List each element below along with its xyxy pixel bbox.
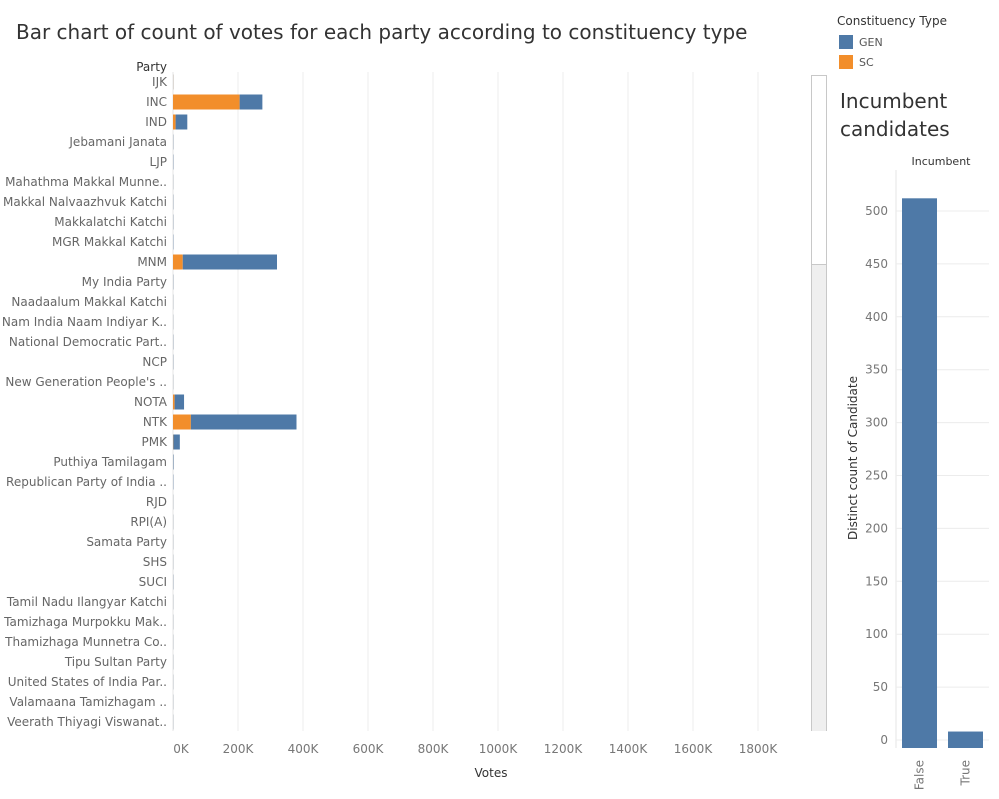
bar-segment-gen	[173, 434, 180, 450]
legend-label-gen: GEN	[859, 35, 883, 49]
side-y-tick-label: 300	[865, 416, 888, 430]
category-label: Tamil Nadu Ilangyar Katchi	[6, 595, 167, 609]
category-label: Samata Party	[86, 535, 167, 549]
side-y-tick-label: 200	[865, 521, 888, 535]
bar-segment-gen	[239, 94, 263, 110]
category-label: United States of India Par..	[8, 675, 167, 689]
legend-swatch-gen	[839, 35, 853, 49]
x-tick-label: 1800K	[739, 742, 779, 756]
category-label: Thamizhaga Munnetra Co..	[4, 635, 167, 649]
category-label: RPI(A)	[130, 515, 167, 529]
bar-segment-sc	[173, 394, 175, 410]
bar-segment-sc	[173, 114, 176, 130]
side-bar-false	[902, 198, 937, 748]
side-y-tick-label: 0	[880, 733, 888, 747]
category-label: National Democratic Part..	[9, 335, 167, 349]
side-y-tick-label: 150	[865, 574, 888, 588]
x-tick-label: 1000K	[479, 742, 519, 756]
category-label: Veerath Thiyagi Viswanat..	[7, 715, 167, 729]
side-y-tick-label: 450	[865, 257, 888, 271]
x-tick-label: 1400K	[609, 742, 649, 756]
x-tick-label: 800K	[418, 742, 450, 756]
category-label: PMK	[142, 435, 169, 449]
category-label: Mahathma Makkal Munne..	[5, 175, 167, 189]
category-label: MNM	[137, 255, 167, 269]
legend-item-gen[interactable]: GEN	[837, 32, 947, 52]
bar-segment-gen	[175, 114, 188, 130]
chart-title: Bar chart of count of votes for each par…	[16, 20, 748, 44]
side-x-tick-label: True	[959, 760, 973, 787]
category-label: My India Party	[82, 275, 167, 289]
category-label: RJD	[146, 495, 167, 509]
category-label: SUCI	[139, 575, 167, 589]
category-label: NCP	[142, 355, 167, 369]
bar-segment-gen	[174, 394, 185, 410]
side-chart-title: Incumbent candidates	[840, 89, 950, 141]
category-label: Jebamani Janata	[68, 135, 167, 149]
category-label: NTK	[143, 415, 168, 429]
bar-segment-sc	[173, 254, 183, 270]
x-tick-label: 1200K	[544, 742, 584, 756]
x-tick-label: 0K	[173, 742, 190, 756]
category-label: Tamizhaga Murpokku Mak..	[3, 615, 167, 629]
category-label: LJP	[150, 155, 167, 169]
side-bar-true	[948, 731, 983, 748]
bar-segment-gen	[182, 254, 277, 270]
scrollbar-track[interactable]	[812, 264, 826, 731]
side-y-tick-label: 500	[865, 204, 888, 218]
side-y-tick-label: 50	[873, 680, 888, 694]
x-tick-label: 400K	[288, 742, 320, 756]
bar-segment-gen	[190, 414, 297, 430]
category-label: Valamaana Tamizhagam ..	[9, 695, 167, 709]
side-chart-subtitle: Incumbent	[912, 155, 972, 168]
category-label: MGR Makkal Katchi	[52, 235, 167, 249]
side-y-axis-label: Distinct count of Candidate	[846, 376, 860, 540]
side-y-tick-label: 250	[865, 469, 888, 483]
category-label: Nam India Naam Indiyar K..	[2, 315, 167, 329]
bar-segment-sc	[173, 94, 240, 110]
x-axis-label: Votes	[475, 766, 508, 780]
legend-title: Constituency Type	[837, 14, 947, 28]
side-x-tick-label: False	[913, 760, 927, 790]
category-label: INC	[146, 95, 167, 109]
legend: Constituency Type GEN SC	[837, 14, 947, 72]
category-label: Republican Party of India ..	[6, 475, 167, 489]
side-y-tick-label: 400	[865, 310, 888, 324]
category-label: Naadaalum Makkal Katchi	[11, 295, 167, 309]
side-y-tick-label: 100	[865, 627, 888, 641]
side-y-tick-label: 350	[865, 363, 888, 377]
category-label: Makkal Nalvaazhvuk Katchi	[3, 195, 167, 209]
x-tick-label: 200K	[223, 742, 255, 756]
x-tick-label: 1600K	[674, 742, 714, 756]
category-label: New Generation People's ..	[5, 375, 167, 389]
legend-item-sc[interactable]: SC	[837, 52, 947, 72]
legend-swatch-sc	[839, 55, 853, 69]
x-tick-label: 600K	[353, 742, 385, 756]
category-label: NOTA	[134, 395, 168, 409]
category-label: SHS	[143, 555, 167, 569]
vertical-scrollbar[interactable]	[811, 75, 827, 731]
bar-segment-sc	[173, 414, 191, 430]
category-label: Puthiya Tamilagam	[53, 455, 167, 469]
category-label: Makkalatchi Katchi	[54, 215, 167, 229]
category-label: IJK	[152, 75, 168, 89]
category-label: IND	[145, 115, 167, 129]
category-header: Party	[136, 60, 167, 74]
category-label: Tipu Sultan Party	[64, 655, 167, 669]
legend-label-sc: SC	[859, 55, 874, 69]
